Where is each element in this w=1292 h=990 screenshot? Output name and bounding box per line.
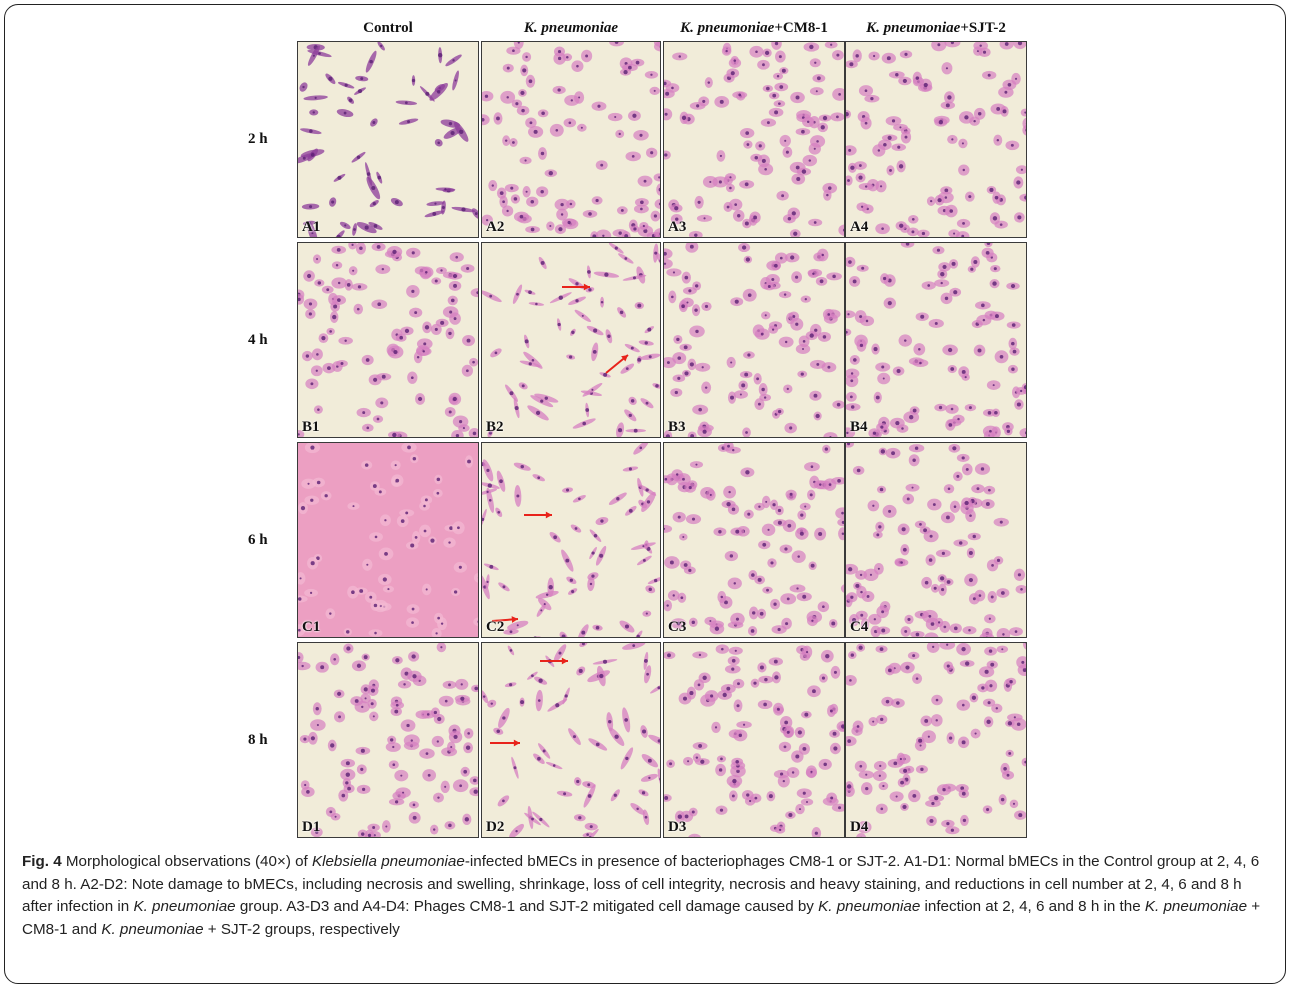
micrograph-image	[298, 443, 478, 637]
micrograph-panel-d4: D4	[845, 642, 1027, 838]
micrograph-image	[298, 243, 478, 437]
panel-label: B4	[850, 419, 868, 435]
figure-caption: Fig. 4 Morphological observations (40×) …	[22, 853, 1261, 938]
figure-label: Fig. 4	[22, 853, 62, 870]
red-arrowhead-icon	[621, 355, 628, 362]
micrograph-panel-a1: A1	[297, 41, 479, 238]
red-arrowhead-icon	[545, 511, 552, 519]
micrograph-panel-b1: B1	[297, 242, 479, 438]
micrograph-panel-b4: B4	[845, 242, 1027, 438]
micrograph-image	[482, 42, 660, 237]
panel-label: C4	[850, 619, 869, 635]
column-header-kp-cm81: K. pneumoniae+CM8-1	[680, 20, 828, 36]
micrograph-image	[846, 42, 1026, 237]
row-header-8h: 8 h	[248, 732, 268, 748]
micrograph-image	[664, 443, 844, 637]
micrograph-panel-c3: C3	[663, 442, 845, 638]
micrograph-image	[846, 643, 1026, 837]
micrograph-image	[482, 243, 660, 437]
red-arrowhead-icon	[513, 739, 520, 747]
micrograph-image	[482, 443, 660, 637]
micrograph-panel-d1: D1	[297, 642, 479, 838]
red-arrowhead-icon	[583, 283, 590, 291]
panel-label: A1	[302, 219, 321, 235]
panel-label: D2	[486, 819, 505, 835]
row-header-4h: 4 h	[248, 332, 268, 348]
micrograph-panel-c4: C4	[845, 442, 1027, 638]
column-header-kp-sjt2: K. pneumoniae+SJT-2	[866, 20, 1006, 36]
micrograph-panel-b2: B2	[481, 242, 661, 438]
micrograph-image	[846, 443, 1026, 637]
micrograph-panel-d2: D2	[481, 642, 661, 838]
red-arrowhead-icon	[511, 616, 518, 623]
micrograph-panel-a3: A3	[663, 41, 845, 238]
micrograph-panel-a2: A2	[481, 41, 661, 238]
row-header-2h: 2 h	[248, 131, 268, 147]
panel-label: A4	[850, 219, 869, 235]
panel-label: D1	[302, 819, 321, 835]
panel-label: A2	[486, 219, 505, 235]
micrograph-panel-d3: D3	[663, 642, 845, 838]
column-header-kp: K. pneumoniae	[523, 20, 619, 36]
micrograph-image	[298, 643, 478, 837]
panel-label: D4	[850, 819, 869, 835]
panel-label: C3	[668, 619, 687, 635]
panel-label: C1	[302, 619, 321, 635]
micrograph-image	[664, 243, 844, 437]
column-header-control: Control	[363, 20, 413, 36]
micrograph-image	[664, 42, 844, 237]
micrograph-panel-c1: C1	[297, 442, 479, 638]
row-header-6h: 6 h	[248, 532, 268, 548]
micrograph-image	[482, 643, 660, 837]
micrograph-image	[846, 243, 1026, 437]
panel-label: B3	[668, 419, 686, 435]
red-arrowhead-icon	[561, 657, 568, 665]
micrograph-panel-b3: B3	[663, 242, 845, 438]
panel-label: B1	[302, 419, 320, 435]
micrograph-panel-a4: A4	[845, 41, 1027, 238]
micrograph-image	[298, 42, 478, 237]
panel-label: D3	[668, 819, 687, 835]
panel-label: B2	[486, 419, 504, 435]
panel-label: C2	[486, 619, 505, 635]
panel-label: A3	[668, 219, 687, 235]
micrograph-panel-c2: C2	[481, 442, 661, 638]
micrograph-image	[664, 643, 844, 837]
